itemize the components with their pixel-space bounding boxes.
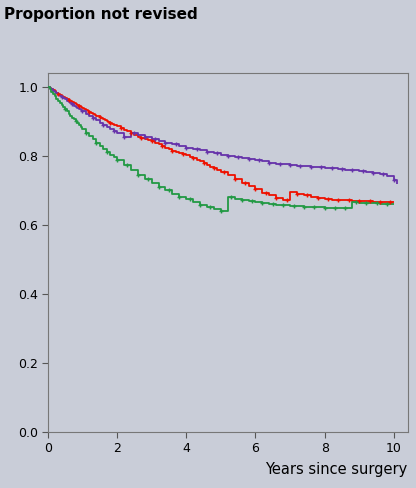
Text: Proportion not revised: Proportion not revised (4, 7, 198, 22)
X-axis label: Years since surgery: Years since surgery (265, 462, 408, 477)
